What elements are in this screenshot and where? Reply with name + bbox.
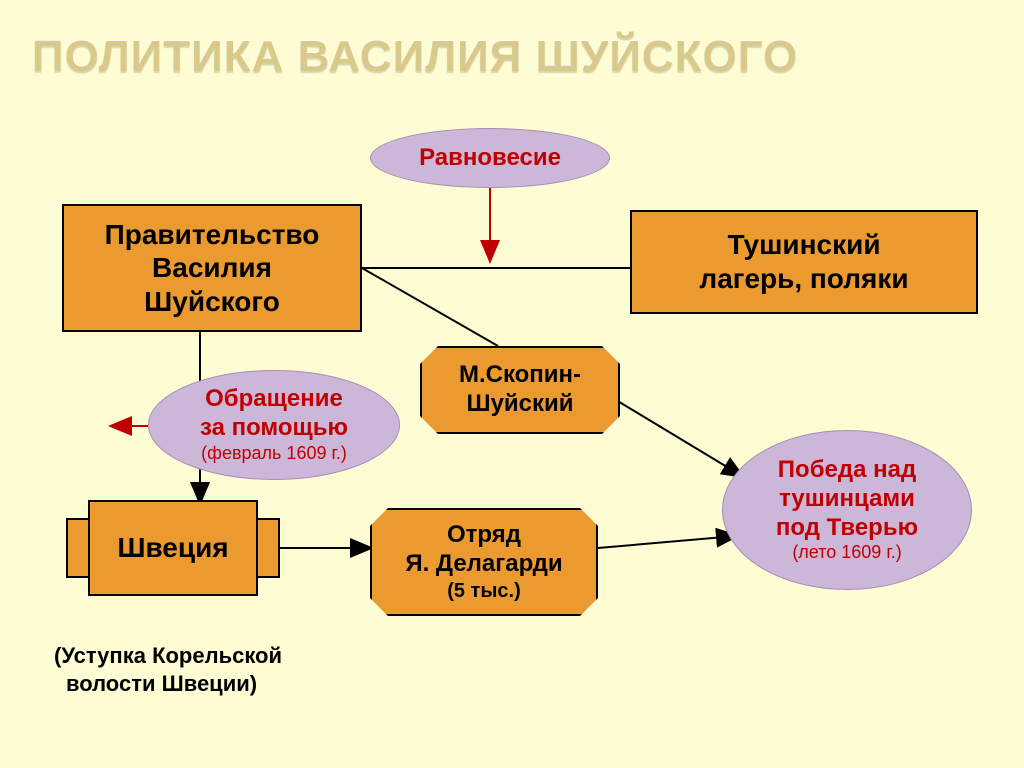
node-government: Правительство Василия Шуйского bbox=[62, 204, 362, 332]
node-appeal: Обращение за помощью (февраль 1609 г.) bbox=[148, 370, 400, 480]
footnote-l2: волости Швеции) bbox=[54, 670, 282, 698]
node-appeal-l2: за помощью bbox=[200, 414, 348, 443]
node-delagardi: Отряд Я. Делагарди (5 тыс.) bbox=[370, 508, 598, 616]
node-tushino: Тушинский лагерь, поляки bbox=[630, 210, 978, 314]
node-government-l3: Шуйского bbox=[144, 285, 280, 319]
node-sweden-label: Швеция bbox=[117, 531, 228, 565]
footnote: (Уступка Корельской волости Швеции) bbox=[54, 642, 282, 697]
node-balance: Равновесие bbox=[370, 128, 610, 188]
footnote-l1: (Уступка Корельской bbox=[54, 642, 282, 670]
node-tushino-l2: лагерь, поляки bbox=[699, 262, 908, 296]
slide-title: ПОЛИТИКА ВАСИЛИЯ ШУЙСКОГО bbox=[32, 32, 798, 82]
node-tushino-l1: Тушинский bbox=[727, 228, 880, 262]
node-balance-label: Равновесие bbox=[419, 144, 561, 173]
node-victory: Победа над тушинцами под Тверью (лето 16… bbox=[722, 430, 972, 590]
node-delagardi-l2: Я. Делагарди bbox=[405, 550, 562, 579]
node-sweden: Швеция bbox=[66, 500, 280, 596]
node-skopin: М.Скопин- Шуйский bbox=[420, 346, 620, 434]
node-government-l2: Василия bbox=[152, 251, 272, 285]
node-skopin-l2: Шуйский bbox=[466, 390, 573, 419]
node-delagardi-l1: Отряд bbox=[447, 521, 521, 550]
node-government-l1: Правительство bbox=[105, 218, 320, 252]
node-skopin-l1: М.Скопин- bbox=[459, 361, 581, 390]
node-victory-sub: (лето 1609 г.) bbox=[792, 542, 901, 564]
node-delagardi-sub: (5 тыс.) bbox=[447, 579, 521, 603]
node-victory-l1: Победа над bbox=[778, 456, 916, 485]
node-appeal-sub: (февраль 1609 г.) bbox=[201, 443, 347, 465]
node-appeal-l1: Обращение bbox=[205, 385, 343, 414]
node-victory-l3: под Тверью bbox=[776, 514, 918, 543]
node-victory-l2: тушинцами bbox=[779, 485, 915, 514]
